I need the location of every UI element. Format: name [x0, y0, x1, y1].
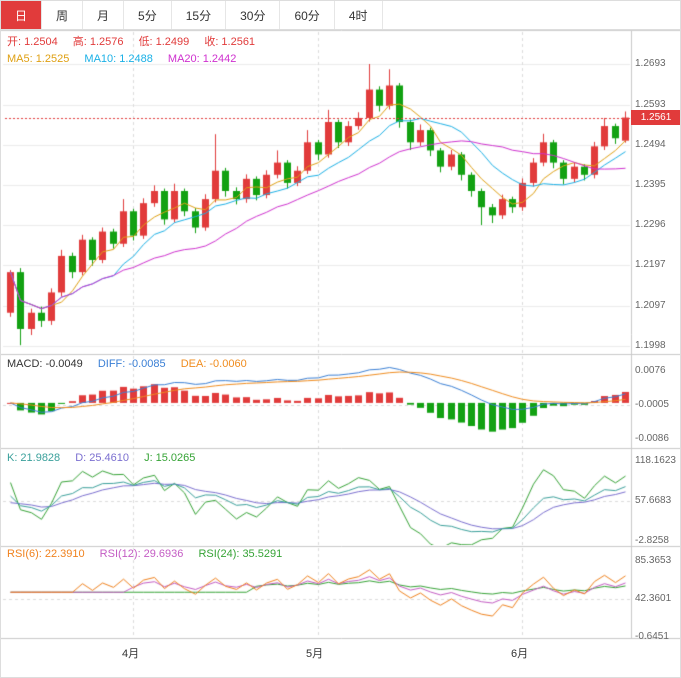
tab-15min[interactable]: 15分 [171, 1, 227, 29]
high-value: 1.2576 [89, 36, 124, 48]
ohlc-readout: 开: 1.2504 高: 1.2576 低: 1.2499 收: 1.2561 [7, 36, 267, 48]
price-axis-tick: 1.2296 [635, 219, 666, 230]
tab-5min[interactable]: 5分 [124, 1, 172, 29]
macd-value: -0.0049 [45, 358, 83, 370]
price-axis-tick: 1.2693 [635, 58, 666, 69]
k-label: K: [7, 452, 18, 464]
close-value: 1.2561 [221, 36, 256, 48]
rsi6-value: 22.3910 [44, 548, 85, 560]
price-axis-tick: 1.2593 [635, 99, 666, 110]
ma20-label: MA20: [167, 53, 200, 65]
macd-readout: MACD: -0.0049 DIFF: -0.0085 DEA: -0.0060 [7, 358, 259, 370]
diff-value: -0.0085 [128, 358, 166, 370]
dea-value: -0.0060 [209, 358, 247, 370]
low-value: 1.2499 [155, 36, 190, 48]
price-axis-tick: 1.2395 [635, 179, 666, 190]
d-value: 25.4610 [89, 452, 129, 464]
j-value: 15.0265 [155, 452, 196, 464]
kdj-readout: K: 21.9828 D: 25.4610 J: 15.0265 [7, 452, 207, 464]
ma10-label: MA10: [84, 53, 117, 65]
low-label: 低: [138, 36, 153, 48]
macd-axis-tick: -0.0005 [635, 399, 669, 410]
rsi12-label: RSI(12): [99, 548, 141, 560]
rsi6-label: RSI(6): [7, 548, 42, 560]
macd-axis-tick: 0.0076 [635, 365, 666, 376]
rsi-axis-tick: 42.3601 [635, 593, 672, 604]
x-axis-month-label: 6月 [511, 648, 529, 660]
tab-60min[interactable]: 60分 [280, 1, 335, 29]
price-axis-tick: 1.2494 [635, 139, 666, 150]
ma5-label: MA5: [7, 53, 33, 65]
close-label: 收: [204, 36, 219, 48]
k-value: 21.9828 [20, 452, 61, 464]
tab-month[interactable]: 月 [83, 1, 125, 29]
price-axis-tick: 1.2197 [635, 259, 666, 270]
rsi-axis-tick: 85.3653 [635, 555, 672, 566]
x-axis-month-label: 4月 [122, 648, 140, 660]
kdj-axis-tick: -2.8258 [635, 535, 669, 546]
high-label: 高: [72, 36, 87, 48]
tab-day[interactable]: 日 [1, 1, 43, 29]
macd-label: MACD: [7, 358, 43, 370]
d-label: D: [75, 452, 87, 464]
tab-4hour[interactable]: 4时 [334, 1, 383, 29]
timeframe-toolbar: 日 周 月 5分 15分 30分 60分 4时 [1, 1, 680, 30]
price-axis-tick: 1.2097 [635, 300, 666, 311]
dea-label: DEA: [180, 358, 207, 370]
rsi24-label: RSI(24): [198, 548, 240, 560]
rsi24-value: 35.5291 [242, 548, 283, 560]
tab-30min[interactable]: 30分 [226, 1, 281, 29]
open-value: 1.2504 [24, 36, 58, 48]
rsi12-value: 29.6936 [143, 548, 184, 560]
diff-label: DIFF: [97, 358, 126, 370]
j-label: J: [144, 452, 153, 464]
open-label: 开: [7, 36, 22, 48]
price-axis-tick: 1.1998 [635, 340, 666, 351]
macd-axis-tick: -0.0086 [635, 433, 669, 444]
rsi-readout: RSI(6): 22.3910 RSI(12): 29.6936 RSI(24): 3… [7, 548, 294, 560]
ma20-value: 1.2442 [202, 53, 237, 65]
tab-week[interactable]: 周 [42, 1, 84, 29]
kdj-axis-tick: 118.1623 [635, 455, 676, 466]
x-axis-month-label: 5月 [306, 648, 324, 660]
kdj-axis-tick: 57.6683 [635, 495, 672, 506]
ma-readout: MA5: 1.2525 MA10: 1.2488 MA20: 1.2442 [7, 53, 248, 65]
last-price-badge: 1.2561 [631, 110, 680, 125]
ma10-value: 1.2488 [119, 53, 153, 65]
ma5-value: 1.2525 [35, 53, 70, 65]
rsi-axis-tick: -0.6451 [635, 631, 669, 642]
